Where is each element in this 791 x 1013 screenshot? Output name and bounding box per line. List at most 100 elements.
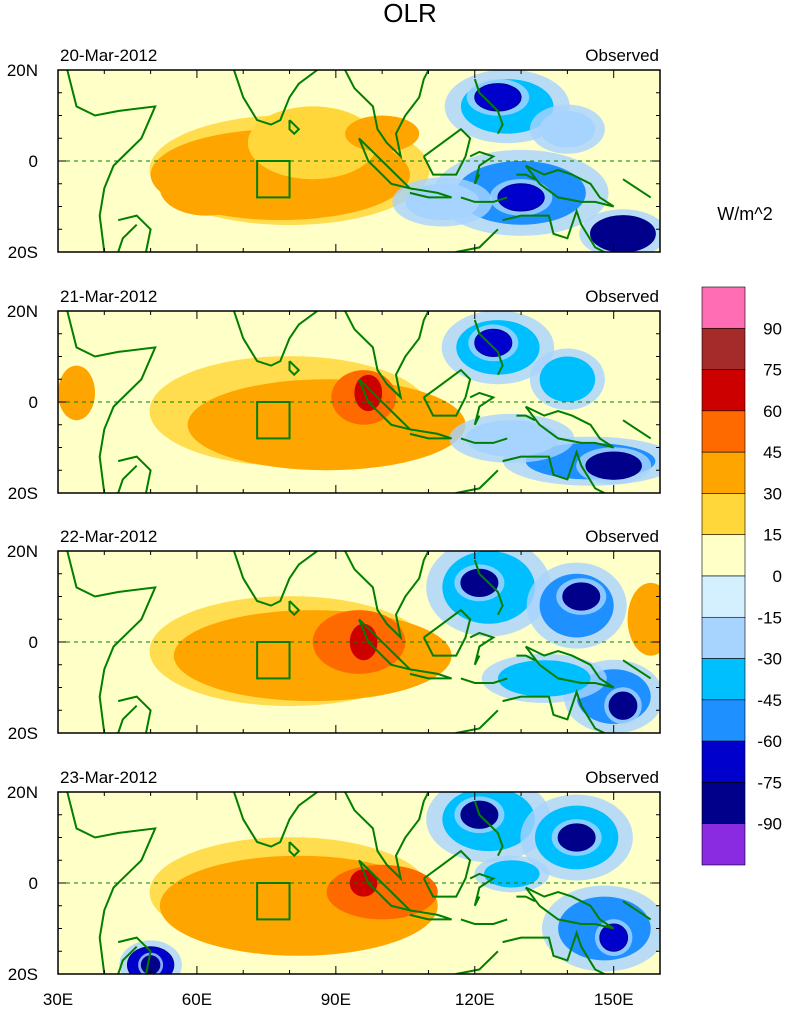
coastline [460, 918, 508, 925]
colorbar-label: -15 [757, 608, 782, 627]
coastline [622, 178, 652, 199]
figure-title: OLR [383, 0, 436, 28]
lat-tick-label: 0 [29, 393, 38, 412]
colorbar: 90 75 60 45 30 15 0 -15 -30 -45 -60 -75 -90 [701, 286, 782, 866]
anomaly-patch [465, 420, 559, 457]
coastline [469, 631, 496, 666]
lat-tick-label: 0 [29, 874, 38, 893]
coastline [460, 677, 508, 684]
lon-tick-label: 90E [321, 990, 351, 1009]
lat-tick-label: 20S [8, 243, 38, 262]
coastline [453, 228, 499, 252]
coastline [233, 551, 318, 607]
colorbar-swatch [701, 699, 746, 742]
anomaly-patch [627, 582, 660, 656]
coastline [233, 792, 318, 848]
lat-tick-label: 20N [7, 302, 38, 321]
panel-source-label: Observed [585, 768, 659, 787]
anomaly-patch [539, 110, 596, 148]
coastline [469, 150, 496, 185]
colorbar-swatch [701, 534, 746, 577]
lon-tick-label: 30E [43, 990, 73, 1009]
panels-group: 20N 0 20S 20-Mar-2012 Observed 20N 0 20S 21-Mar-… [7, 46, 661, 1009]
lat-tick-label: 20N [7, 783, 38, 802]
anomaly-patch [405, 183, 480, 221]
anomaly-patch [187, 379, 466, 471]
coastline [117, 223, 138, 252]
coastline [473, 559, 504, 616]
coastline [288, 600, 301, 617]
panel-field [58, 792, 660, 974]
colorbar-label: 45 [763, 443, 782, 462]
coastline [117, 704, 138, 733]
panel-date: 23-Mar-2012 [60, 768, 157, 787]
anomaly-patch [173, 610, 452, 702]
coastline [288, 360, 301, 377]
olr-panel: 20N 0 20S 20-Mar-2012 Observed [7, 46, 661, 262]
panel-date: 21-Mar-2012 [60, 287, 157, 306]
colorbar-label: 75 [763, 361, 782, 380]
colorbar-swatch [701, 823, 746, 866]
coastline [502, 929, 605, 974]
coastline [622, 900, 652, 921]
colorbar-label: -75 [757, 773, 782, 792]
coastline [460, 196, 508, 203]
lon-tick-label: 60E [182, 990, 212, 1009]
coastline [66, 551, 157, 733]
coastline [502, 208, 605, 252]
units-label: W/m^2 [717, 204, 772, 224]
coastline [344, 551, 430, 641]
anomaly-patch [590, 215, 656, 252]
anomaly-patch [58, 365, 96, 421]
coastline [516, 654, 536, 662]
anomaly-patch [539, 356, 596, 402]
lat-tick-label: 20N [7, 542, 38, 561]
coastline [288, 119, 301, 136]
olr-panel: 20N 0 20S 22-Mar-2012 Observed [7, 527, 661, 743]
colorbar-label: -90 [757, 815, 782, 834]
coastline [344, 792, 430, 882]
anomaly-patch [497, 660, 591, 697]
coastline [516, 895, 536, 903]
anomaly-patch [159, 161, 253, 216]
coastline [502, 449, 605, 493]
lat-tick-label: 20S [8, 965, 38, 984]
coastline [117, 945, 138, 974]
index-box [256, 160, 291, 199]
coastline [469, 391, 496, 426]
coastline [622, 419, 652, 440]
lat-tick-label: 0 [29, 152, 38, 171]
coastline [409, 668, 452, 680]
index-box [256, 401, 291, 440]
anomaly-patch [345, 115, 420, 152]
colorbar-swatch [701, 575, 746, 618]
index-box [256, 882, 291, 921]
anomaly-patch [474, 328, 513, 358]
coastline [409, 187, 452, 199]
colorbar-swatch [701, 493, 746, 536]
coastline [344, 70, 430, 160]
coastline [524, 645, 615, 689]
anomaly-patch [599, 923, 629, 952]
panel-field [58, 551, 660, 733]
anomaly-patch [474, 83, 522, 112]
colorbar-swatch [701, 286, 746, 329]
coastline [409, 428, 452, 440]
coastline [422, 368, 472, 417]
olr-panel: 20N 0 20S 23-Mar-2012 Observed [7, 768, 661, 984]
anomaly-patch [557, 823, 596, 852]
panel-source-label: Observed [585, 287, 659, 306]
lon-tick-label: 120E [455, 990, 495, 1009]
anomaly-patch [585, 451, 642, 480]
colorbar-swatch [701, 740, 746, 783]
coastline [469, 872, 496, 907]
panel-date: 22-Mar-2012 [60, 527, 157, 546]
colorbar-label: 60 [763, 402, 782, 421]
panel-field [58, 311, 660, 493]
panel-source-label: Observed [585, 46, 659, 65]
colorbar-swatch [701, 616, 746, 659]
coastline [422, 608, 472, 657]
coastline [422, 849, 472, 898]
coastline [233, 70, 318, 126]
lat-tick-label: 20S [8, 724, 38, 743]
